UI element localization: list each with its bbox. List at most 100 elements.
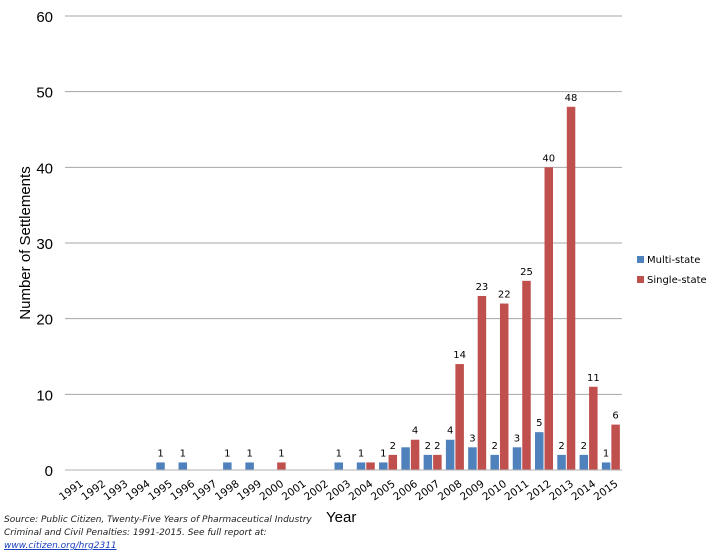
bar-multi-state-1996: [178, 462, 188, 470]
x-tick-label-1997: 1997: [191, 478, 220, 503]
bar-multi-state-2015: [601, 462, 611, 470]
bar-multi-state-1999: [245, 462, 254, 470]
legend-label-single-state: Single-state: [647, 275, 707, 286]
bar-multi-state-2003: [334, 462, 343, 470]
x-tick-label-1993: 1993: [102, 478, 131, 503]
x-tick-label-2005: 2005: [369, 478, 398, 503]
data-label-multi-state-2005: 1: [380, 448, 386, 459]
bar-multi-state-2012: [535, 432, 544, 470]
bar-multi-state-2005: [379, 462, 388, 470]
x-axis-tick-labels: 1991199219931994199519961997199819992000…: [57, 478, 620, 504]
x-tick-label-1995: 1995: [146, 478, 175, 503]
bar-multi-state-2006: [401, 447, 410, 470]
data-label-single-state-2012: 40: [542, 153, 555, 164]
x-tick-label-2007: 2007: [414, 478, 443, 503]
x-tick-label-2013: 2013: [547, 478, 576, 503]
x-tick-label-2004: 2004: [347, 478, 376, 504]
data-label-multi-state-2015: 1: [603, 448, 609, 459]
data-label-multi-state-2011: 3: [514, 433, 520, 444]
data-label-multi-state-2009: 3: [469, 433, 475, 444]
bar-multi-state-2010: [490, 454, 499, 470]
bar-multi-state-2009: [468, 447, 477, 470]
bar-single-state-2004: [366, 462, 375, 470]
bar-single-state-2006: [410, 439, 420, 470]
source-note-text: Source: Public Citizen, Twenty-Five Year…: [4, 515, 312, 538]
data-label-multi-state-2008: 4: [447, 426, 453, 437]
x-tick-label-2009: 2009: [458, 478, 487, 503]
y-tick-label-20: 20: [36, 312, 53, 329]
bars: [156, 106, 620, 471]
y-tick-label-30: 30: [36, 236, 53, 253]
x-tick-label-2002: 2002: [302, 478, 331, 503]
bar-single-state-2000: [277, 462, 286, 470]
bar-multi-state-2004: [356, 462, 366, 470]
bar-multi-state-2013: [557, 454, 566, 470]
gridlines: [65, 15, 622, 395]
data-label-single-state-2000: 1: [278, 448, 284, 459]
data-label-multi-state-2012: 5: [536, 418, 542, 429]
data-label-single-state-2011: 25: [520, 267, 533, 278]
data-label-single-state-2007: 2: [434, 441, 440, 452]
source-note-link[interactable]: www.citizen.org/hrg2311: [4, 541, 117, 551]
x-tick-label-2001: 2001: [280, 478, 309, 503]
bar-multi-state-2008: [445, 439, 455, 470]
y-tick-label-40: 40: [36, 160, 53, 177]
bar-multi-state-2014: [579, 454, 589, 470]
data-label-single-state-2013: 48: [565, 93, 578, 104]
data-label-single-state-2009: 23: [476, 282, 489, 293]
data-label-single-state-2014: 11: [587, 373, 600, 384]
x-tick-label-2000: 2000: [258, 478, 287, 503]
bar-single-state-2013: [566, 106, 576, 471]
bar-multi-state-2007: [423, 454, 433, 470]
source-note: Source: Public Citizen, Twenty-Five Year…: [4, 514, 334, 553]
legend-label-multi-state: Multi-state: [647, 255, 700, 266]
x-tick-label-2006: 2006: [391, 478, 420, 504]
x-tick-label-2008: 2008: [436, 478, 465, 503]
legend-swatch-multi-state: [637, 256, 644, 263]
x-tick-label-2014: 2014: [569, 478, 598, 504]
data-label-multi-state-2014: 2: [581, 441, 587, 452]
x-tick-label-1992: 1992: [79, 478, 108, 503]
bar-single-state-2011: [522, 280, 531, 470]
bar-single-state-2014: [589, 386, 598, 470]
x-tick-label-1994: 1994: [124, 478, 153, 504]
bar-single-state-2005: [388, 454, 398, 470]
x-tick-label-2015: 2015: [592, 478, 621, 503]
data-label-multi-state-1999: 1: [246, 448, 252, 459]
data-label-multi-state-1998: 1: [224, 448, 230, 459]
legend: Multi-state Single-state: [637, 255, 707, 286]
bar-single-state-2012: [544, 167, 554, 471]
data-label-single-state-2006: 4: [412, 426, 418, 437]
x-tick-label-1991: 1991: [57, 478, 86, 503]
bar-single-state-2015: [611, 424, 620, 470]
legend-swatch-single-state: [637, 276, 644, 283]
y-tick-label-60: 60: [36, 9, 53, 26]
data-label-multi-state-2013: 2: [558, 441, 564, 452]
bar-multi-state-1998: [223, 462, 232, 470]
data-label-single-state-2008: 14: [453, 350, 466, 361]
x-tick-label-1998: 1998: [213, 478, 242, 503]
y-axis-label: Number of Settlements: [17, 166, 34, 319]
data-label-multi-state-1995: 1: [157, 448, 163, 459]
bar-multi-state-1995: [156, 462, 165, 470]
data-label-multi-state-2010: 2: [492, 441, 498, 452]
x-tick-label-2003: 2003: [324, 478, 353, 503]
y-axis-tick-labels: 0 10 20 30 40 50 60: [36, 9, 53, 480]
y-tick-label-50: 50: [36, 85, 53, 102]
bar-single-state-2007: [433, 454, 442, 470]
data-label-single-state-2010: 22: [498, 290, 511, 301]
x-tick-label-1996: 1996: [168, 478, 197, 504]
data-label-single-state-2015: 6: [612, 411, 618, 422]
data-label-single-state-2005: 2: [390, 441, 396, 452]
x-axis-label: Year: [326, 509, 356, 526]
data-label-multi-state-2004: 1: [358, 448, 364, 459]
bar-single-state-2010: [499, 303, 509, 470]
data-label-multi-state-2003: 1: [336, 448, 342, 459]
x-tick-label-2012: 2012: [525, 478, 554, 503]
x-tick-label-2010: 2010: [480, 478, 509, 503]
y-tick-label-0: 0: [45, 463, 53, 480]
data-label-multi-state-2007: 2: [425, 441, 431, 452]
x-tick-label-2011: 2011: [503, 478, 532, 503]
